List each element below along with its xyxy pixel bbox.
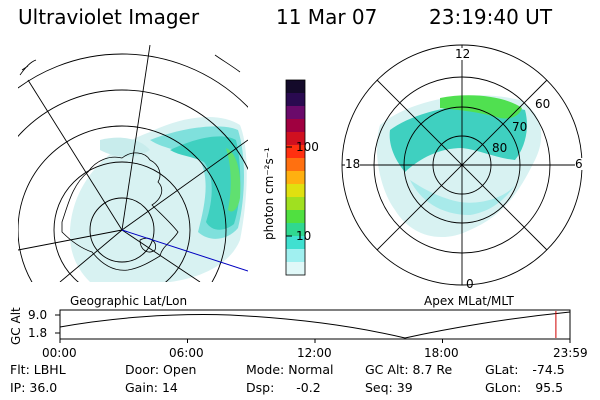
altitude-xtick-0000: 00:00 (42, 346, 77, 360)
colorbar-segment (286, 236, 305, 250)
info-ip: IP: 36.0 (10, 380, 58, 395)
colorbar-label: photon cm⁻²s⁻¹ (262, 147, 276, 240)
info-glon: GLon: 95.5 (485, 380, 564, 395)
altitude-xtick-1800: 18:00 (424, 346, 459, 360)
colorbar-segment (286, 171, 305, 185)
altitude-xtick-2359: 23:59 (553, 346, 588, 360)
time-label: 23:19:40 UT (429, 5, 553, 29)
colorbar-segment (286, 262, 305, 276)
mlat-label-70: 70 (512, 120, 528, 134)
apex-aurora-green (440, 95, 522, 119)
colorbar-segment (286, 249, 305, 263)
info-gc-alt: GC Alt: 8.7 Re (365, 362, 453, 377)
geographic-map (18, 45, 248, 282)
altitude-ytick-low: 1.8 (28, 326, 48, 340)
info-dsp: Dsp: -0.2 (246, 380, 321, 395)
colorbar-segment (286, 210, 305, 224)
colorbar-segment (286, 145, 305, 159)
instrument-title: Ultraviolet Imager (18, 5, 200, 29)
geographic-caption: Geographic Lat/Lon (70, 294, 188, 308)
colorbar-segment (286, 223, 305, 237)
mlt-label-18: 18 (345, 157, 361, 171)
colorbar-segment (286, 184, 305, 198)
colorbar-segment (286, 119, 305, 133)
apex-map (341, 44, 583, 286)
mlt-label-0: 0 (466, 277, 474, 291)
colorbar-segment (286, 158, 305, 172)
info-seq: Seq: 39 (365, 380, 413, 395)
info-flt: Flt: LBHL (10, 362, 66, 377)
mlat-label-60: 60 (535, 97, 551, 111)
altitude-xtick-0600: 06:00 (169, 346, 204, 360)
altitude-curve (59, 311, 571, 339)
colorbar-segment (286, 197, 305, 211)
mlt-label-6: 6 (575, 157, 583, 171)
mlt-label-12: 12 (455, 47, 471, 61)
colorbar-segment (286, 80, 305, 94)
antarctica-coastline (61, 152, 179, 271)
info-door: Door: Open (125, 362, 197, 377)
apex-caption: Apex MLat/MLT (424, 294, 514, 308)
colorbar-tick-10: 10 (296, 229, 312, 243)
info-gain: Gain: 14 (125, 380, 178, 395)
colorbar-segment (286, 106, 305, 120)
altitude-xtick-1200: 12:00 (297, 346, 332, 360)
colorbar-tick-100: 100 (296, 140, 319, 154)
altitude-plot (55, 309, 571, 343)
altitude-ylabel: GC Alt (9, 307, 23, 345)
colorbar-segment (286, 93, 305, 107)
info-glat: GLat: -74.5 (485, 362, 565, 377)
colorbar-segment (286, 132, 305, 146)
info-mode: Mode: Normal (246, 362, 334, 377)
colorbar (285, 79, 306, 276)
altitude-ytick-high: 9.0 (28, 308, 48, 322)
mlat-label-80: 80 (492, 141, 508, 155)
terminator-line (121, 229, 248, 272)
date-label: 11 Mar 07 (276, 5, 378, 29)
